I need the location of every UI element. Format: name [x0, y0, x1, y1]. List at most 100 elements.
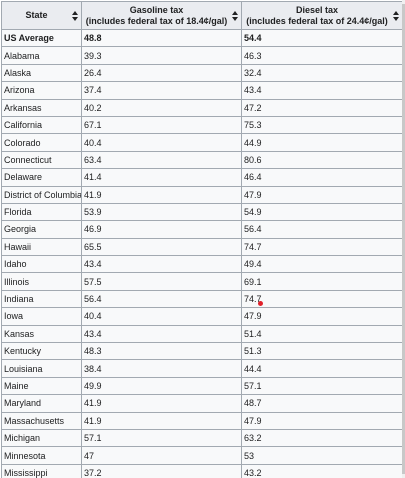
state-cell: Connecticut: [1, 150, 82, 170]
diesel-header-title: Diesel tax: [295, 4, 339, 15]
gasoline-cell: 43.4: [81, 255, 242, 274]
gasoline-cell: 41.9: [81, 411, 242, 430]
diesel-cell: 43.4: [241, 81, 403, 100]
gasoline-cell: 40.2: [81, 98, 242, 117]
state-cell: Massachusetts: [1, 411, 82, 430]
table-row: Alaska 26.4 32.4: [1, 63, 403, 83]
table-row: District of Columbia 41.9 47.9: [1, 185, 403, 204]
gasoline-cell: 57.5: [81, 272, 242, 291]
state-cell: Michigan: [1, 428, 82, 448]
state-cell: US Average: [1, 28, 82, 48]
diesel-cell: 54.4: [241, 28, 403, 48]
table-row: Alabama 39.3 46.3: [1, 46, 403, 65]
sort-icon[interactable]: [72, 10, 78, 22]
gasoline-cell: 65.5: [81, 237, 242, 257]
state-cell: Kentucky: [1, 342, 82, 361]
gasoline-cell: 63.4: [81, 150, 242, 170]
gasoline-cell: 46.9: [81, 220, 242, 239]
gasoline-cell: 40.4: [81, 133, 242, 152]
diesel-cell: 54.9: [241, 202, 403, 222]
diesel-column-header[interactable]: Diesel tax (includes federal tax of 24.4…: [241, 1, 403, 30]
state-column-header[interactable]: State: [1, 1, 82, 30]
gasoline-cell: 47: [81, 446, 242, 465]
state-cell: Iowa: [1, 307, 82, 326]
diesel-cell: 74.7: [241, 289, 403, 309]
gasoline-cell: 57.1: [81, 428, 242, 448]
table-row: Maryland 41.9 48.7: [1, 394, 403, 413]
diesel-cell: 49.4: [241, 255, 403, 274]
table-row: Maine 49.9 57.1: [1, 376, 403, 396]
gasoline-cell: 48.8: [81, 28, 242, 48]
state-cell: Arkansas: [1, 98, 82, 117]
gasoline-cell: 38.4: [81, 359, 242, 378]
gasoline-cell: 26.4: [81, 63, 242, 83]
gasoline-cell: 37.2: [81, 463, 242, 478]
gasoline-header-subtitle: (includes federal tax of 18.4¢/gal): [85, 15, 228, 26]
gasoline-header-title: Gasoline tax: [129, 4, 184, 15]
state-cell: Florida: [1, 202, 82, 222]
gasoline-cell: 40.4: [81, 307, 242, 326]
state-cell: Maryland: [1, 394, 82, 413]
diesel-cell: 74.7: [241, 237, 403, 257]
diesel-cell: 48.7: [241, 394, 403, 413]
gasoline-cell: 37.4: [81, 81, 242, 100]
gasoline-cell: 53.9: [81, 202, 242, 222]
scrollbar-thumb[interactable]: [402, 4, 405, 474]
header-row: State Gasoline tax (includes federal tax…: [1, 1, 403, 30]
sort-icon[interactable]: [393, 10, 399, 22]
diesel-cell: 75.3: [241, 115, 403, 135]
table-row: Massachusetts 41.9 47.9: [1, 411, 403, 430]
table-row: Kentucky 48.3 51.3: [1, 342, 403, 361]
table-row: Iowa 40.4 47.9: [1, 307, 403, 326]
state-header-label: State: [25, 10, 48, 20]
gasoline-cell: 41.9: [81, 185, 242, 204]
diesel-cell: 53: [241, 446, 403, 465]
table-row: Kansas 43.4 51.4: [1, 324, 403, 344]
state-cell: Maine: [1, 376, 82, 396]
table-row: Georgia 46.9 56.4: [1, 220, 403, 239]
table-row: Mississippi 37.2 43.2: [1, 463, 403, 478]
state-cell: Alaska: [1, 63, 82, 83]
state-cell: Mississippi: [1, 463, 82, 478]
table-row: Arizona 37.4 43.4: [1, 81, 403, 100]
diesel-cell: 46.3: [241, 46, 403, 65]
table-row: Minnesota 47 53: [1, 446, 403, 465]
state-cell: Delaware: [1, 168, 82, 187]
table-row: Delaware 41.4 46.4: [1, 168, 403, 187]
diesel-cell: 47.9: [241, 411, 403, 430]
gasoline-cell: 67.1: [81, 115, 242, 135]
state-cell: Louisiana: [1, 359, 82, 378]
state-cell: Indiana: [1, 289, 82, 309]
table-row: Illinois 57.5 69.1: [1, 272, 403, 291]
state-cell: Arizona: [1, 81, 82, 100]
diesel-cell: 32.4: [241, 63, 403, 83]
state-cell: Kansas: [1, 324, 82, 344]
gasoline-column-header[interactable]: Gasoline tax (includes federal tax of 18…: [81, 1, 242, 30]
table-row: Hawaii 65.5 74.7: [1, 237, 403, 257]
sort-icon[interactable]: [232, 10, 238, 22]
diesel-cell: 51.3: [241, 342, 403, 361]
diesel-cell: 56.4: [241, 220, 403, 239]
diesel-cell: 51.4: [241, 324, 403, 344]
table-body: US Average 48.8 54.4 Alabama 39.3 46.3 Alaska 2…: [1, 28, 403, 478]
diesel-cell: 69.1: [241, 272, 403, 291]
state-cell: Minnesota: [1, 446, 82, 465]
diesel-cell: 44.4: [241, 359, 403, 378]
diesel-cell: 43.2: [241, 463, 403, 478]
gasoline-cell: 41.9: [81, 394, 242, 413]
diesel-cell: 63.2: [241, 428, 403, 448]
table-row: Idaho 43.4 49.4: [1, 255, 403, 274]
table-row: California 67.1 75.3: [1, 115, 403, 135]
gasoline-cell: 43.4: [81, 324, 242, 344]
table-row: Arkansas 40.2 47.2: [1, 98, 403, 117]
scrollbar[interactable]: [402, 0, 405, 478]
table-row: Colorado 40.4 44.9: [1, 133, 403, 152]
gasoline-cell: 41.4: [81, 168, 242, 187]
gasoline-cell: 49.9: [81, 376, 242, 396]
state-cell: Georgia: [1, 220, 82, 239]
state-cell: Hawaii: [1, 237, 82, 257]
diesel-cell: 47.9: [241, 307, 403, 326]
diesel-cell: 47.9: [241, 185, 403, 204]
diesel-cell: 47.2: [241, 98, 403, 117]
